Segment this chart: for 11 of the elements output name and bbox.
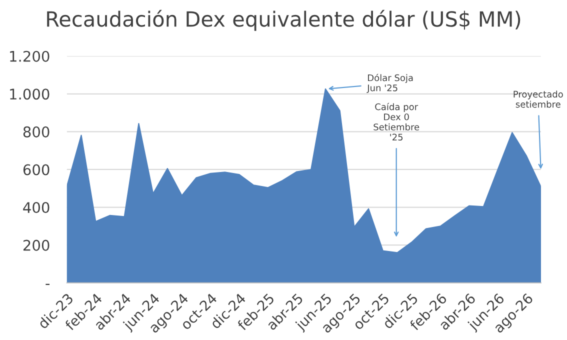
annotation: Proyectado setiembre [514,90,563,108]
y-tick-label: 600 [23,164,50,176]
annotation: Dólar Soja Jun '25 [366,74,413,93]
y-tick-label: 1.200 [10,50,50,62]
annotation: Caída por Dex 0 Setiembre '25 [374,102,420,141]
y-tick-label: 1.000 [10,88,50,100]
y-tick-label: 800 [23,126,50,138]
chart-title: Recaudación Dex equivalente dólar (US$ MM) [47,10,520,31]
y-tick-label: - [46,284,50,286]
y-tick-label: 200 [23,240,50,251]
y-tick-label: 400 [23,202,50,214]
